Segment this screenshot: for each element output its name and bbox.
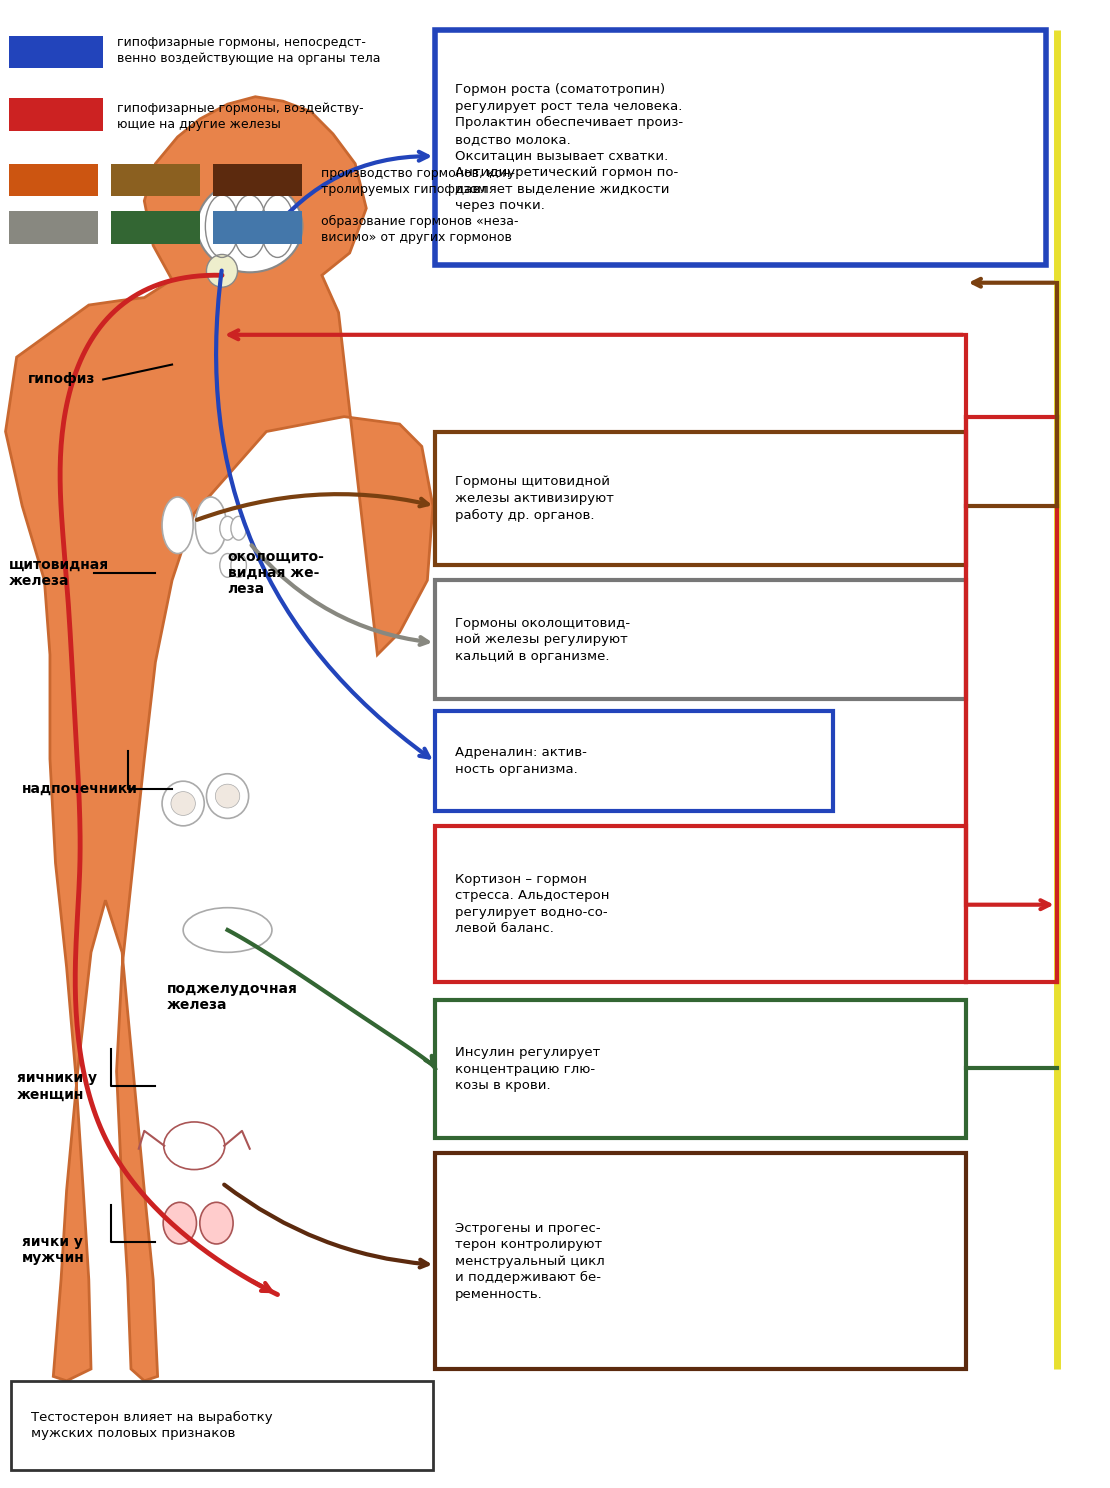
Bar [111, 164, 200, 196]
Text: Инсулин регулирует
концентрацию глю-
козы в крови.: Инсулин регулирует концентрацию глю- коз… [455, 1046, 601, 1092]
FancyBboxPatch shape [435, 1000, 966, 1138]
Ellipse shape [198, 180, 302, 272]
Ellipse shape [164, 1122, 224, 1170]
Bar [213, 211, 302, 244]
FancyBboxPatch shape [11, 1381, 433, 1470]
Bar [9, 211, 98, 244]
Text: поджелудочная
железа: поджелудочная железа [166, 982, 297, 1012]
Text: Гормон роста (соматотропин)
регулирует рост тела человека.
Пролактин обеспечивае: Гормон роста (соматотропин) регулирует р… [455, 83, 684, 211]
Bar [213, 164, 302, 196]
Text: гипофиз: гипофиз [28, 372, 95, 387]
Text: надпочечники: надпочечники [22, 781, 138, 796]
Text: щитовидная
железа: щитовидная железа [9, 558, 109, 588]
Polygon shape [6, 97, 433, 1381]
Text: Гормоны щитовидной
железы активизируют
работу др. органов.: Гормоны щитовидной железы активизируют р… [455, 476, 614, 521]
Text: Адреналин: актив-
ность организма.: Адреналин: актив- ность организма. [455, 747, 587, 775]
Text: Гормоны околощитовид-
ной железы регулируют
кальций в организме.: Гормоны околощитовид- ной железы регулир… [455, 618, 630, 662]
Ellipse shape [183, 908, 272, 952]
FancyBboxPatch shape [435, 826, 966, 982]
FancyBboxPatch shape [435, 1153, 966, 1369]
Ellipse shape [215, 784, 240, 808]
Ellipse shape [206, 254, 238, 287]
Text: гипофизарные гормоны, воздейству-
ющие на другие железы: гипофизарные гормоны, воздейству- ющие н… [117, 101, 363, 131]
Bar [9, 36, 103, 68]
Text: яичники у
женщин: яичники у женщин [17, 1071, 97, 1101]
Ellipse shape [162, 497, 193, 554]
Ellipse shape [206, 774, 249, 818]
FancyBboxPatch shape [435, 432, 966, 565]
Text: яички у
мужчин: яички у мужчин [22, 1235, 85, 1265]
Ellipse shape [231, 516, 246, 540]
Text: Кортизон – гормон
стресса. Альдостерон
регулирует водно-со-
левой баланс.: Кортизон – гормон стресса. Альдостерон р… [455, 872, 609, 936]
Ellipse shape [162, 781, 204, 826]
FancyBboxPatch shape [435, 30, 1046, 265]
Text: Тестостерон влияет на выработку
мужских половых признаков: Тестостерон влияет на выработку мужских … [31, 1411, 273, 1440]
Ellipse shape [220, 554, 235, 577]
Ellipse shape [163, 1202, 196, 1244]
Text: образование гормонов «неза-
висимо» от других гормонов: образование гормонов «неза- висимо» от д… [321, 214, 518, 244]
Ellipse shape [195, 497, 226, 554]
Text: Эстрогены и прогес-
терон контролируют
менструальный цикл
и поддерживают бе-
рем: Эстрогены и прогес- терон контролируют м… [455, 1222, 605, 1301]
Bar [9, 164, 98, 196]
Ellipse shape [171, 792, 195, 815]
Bar [111, 211, 200, 244]
Ellipse shape [200, 1202, 233, 1244]
Text: околощито-
видная же-
леза: околощито- видная же- леза [228, 549, 324, 597]
Ellipse shape [231, 554, 246, 577]
Bar [9, 98, 103, 131]
Ellipse shape [220, 516, 235, 540]
FancyBboxPatch shape [435, 711, 832, 811]
Text: гипофизарные гормоны, непосредст-
венно воздействующие на органы тела: гипофизарные гормоны, непосредст- венно … [117, 36, 380, 65]
FancyBboxPatch shape [435, 580, 966, 699]
Text: производство гормонов, кон-
тролируемых гипофизом: производство гормонов, кон- тролируемых … [321, 167, 515, 196]
